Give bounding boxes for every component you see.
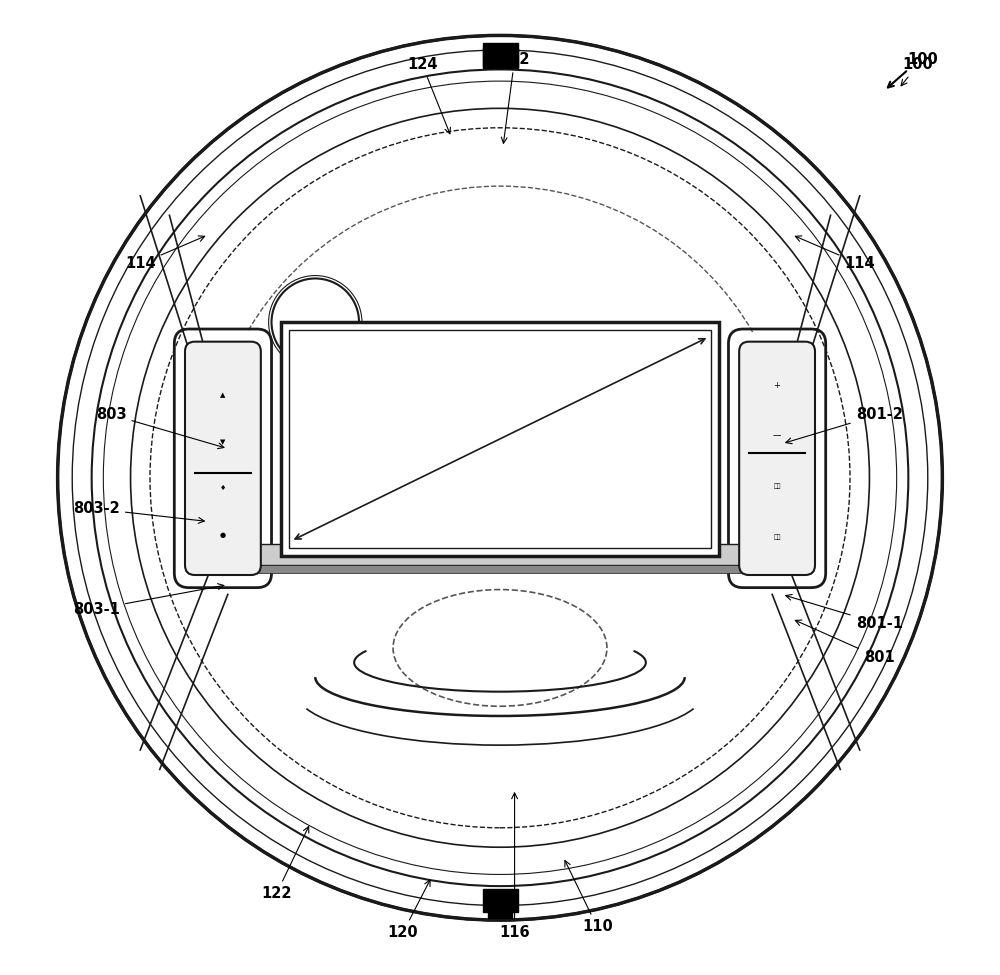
- FancyBboxPatch shape: [185, 341, 261, 575]
- Bar: [289, 330, 711, 548]
- Text: 110: 110: [565, 861, 613, 934]
- Bar: [189, 544, 811, 566]
- Text: 801-2: 801-2: [786, 408, 903, 444]
- Text: —: —: [773, 432, 781, 441]
- Text: 803: 803: [96, 408, 224, 449]
- Text: ♦: ♦: [220, 486, 226, 491]
- Polygon shape: [189, 400, 811, 662]
- Text: 801: 801: [795, 620, 895, 665]
- Text: 114: 114: [125, 236, 205, 271]
- Text: 124: 124: [407, 58, 450, 134]
- Text: 801-1: 801-1: [786, 595, 903, 631]
- Text: 100: 100: [901, 58, 933, 86]
- Circle shape: [272, 279, 359, 366]
- Text: 116: 116: [499, 793, 530, 940]
- Bar: [483, 43, 518, 66]
- Text: 803-1: 803-1: [73, 584, 224, 616]
- Text: 803-2: 803-2: [73, 501, 204, 524]
- Text: 142: 142: [499, 53, 530, 143]
- Bar: [483, 48, 518, 67]
- Bar: [281, 322, 719, 556]
- Text: 120: 120: [387, 880, 430, 940]
- Text: 122: 122: [261, 827, 309, 902]
- Text: +: +: [774, 381, 781, 390]
- Text: ●: ●: [220, 532, 226, 538]
- Text: ▲: ▲: [220, 392, 226, 398]
- Text: 114: 114: [795, 236, 875, 271]
- Text: 重置: 重置: [773, 484, 781, 489]
- Text: 100: 100: [908, 53, 938, 67]
- Bar: [488, 901, 512, 918]
- Bar: [482, 889, 518, 913]
- Text: ▼: ▼: [220, 439, 226, 445]
- FancyBboxPatch shape: [739, 341, 815, 575]
- Text: 设置: 设置: [773, 534, 781, 540]
- Bar: [189, 566, 811, 573]
- Circle shape: [58, 35, 942, 920]
